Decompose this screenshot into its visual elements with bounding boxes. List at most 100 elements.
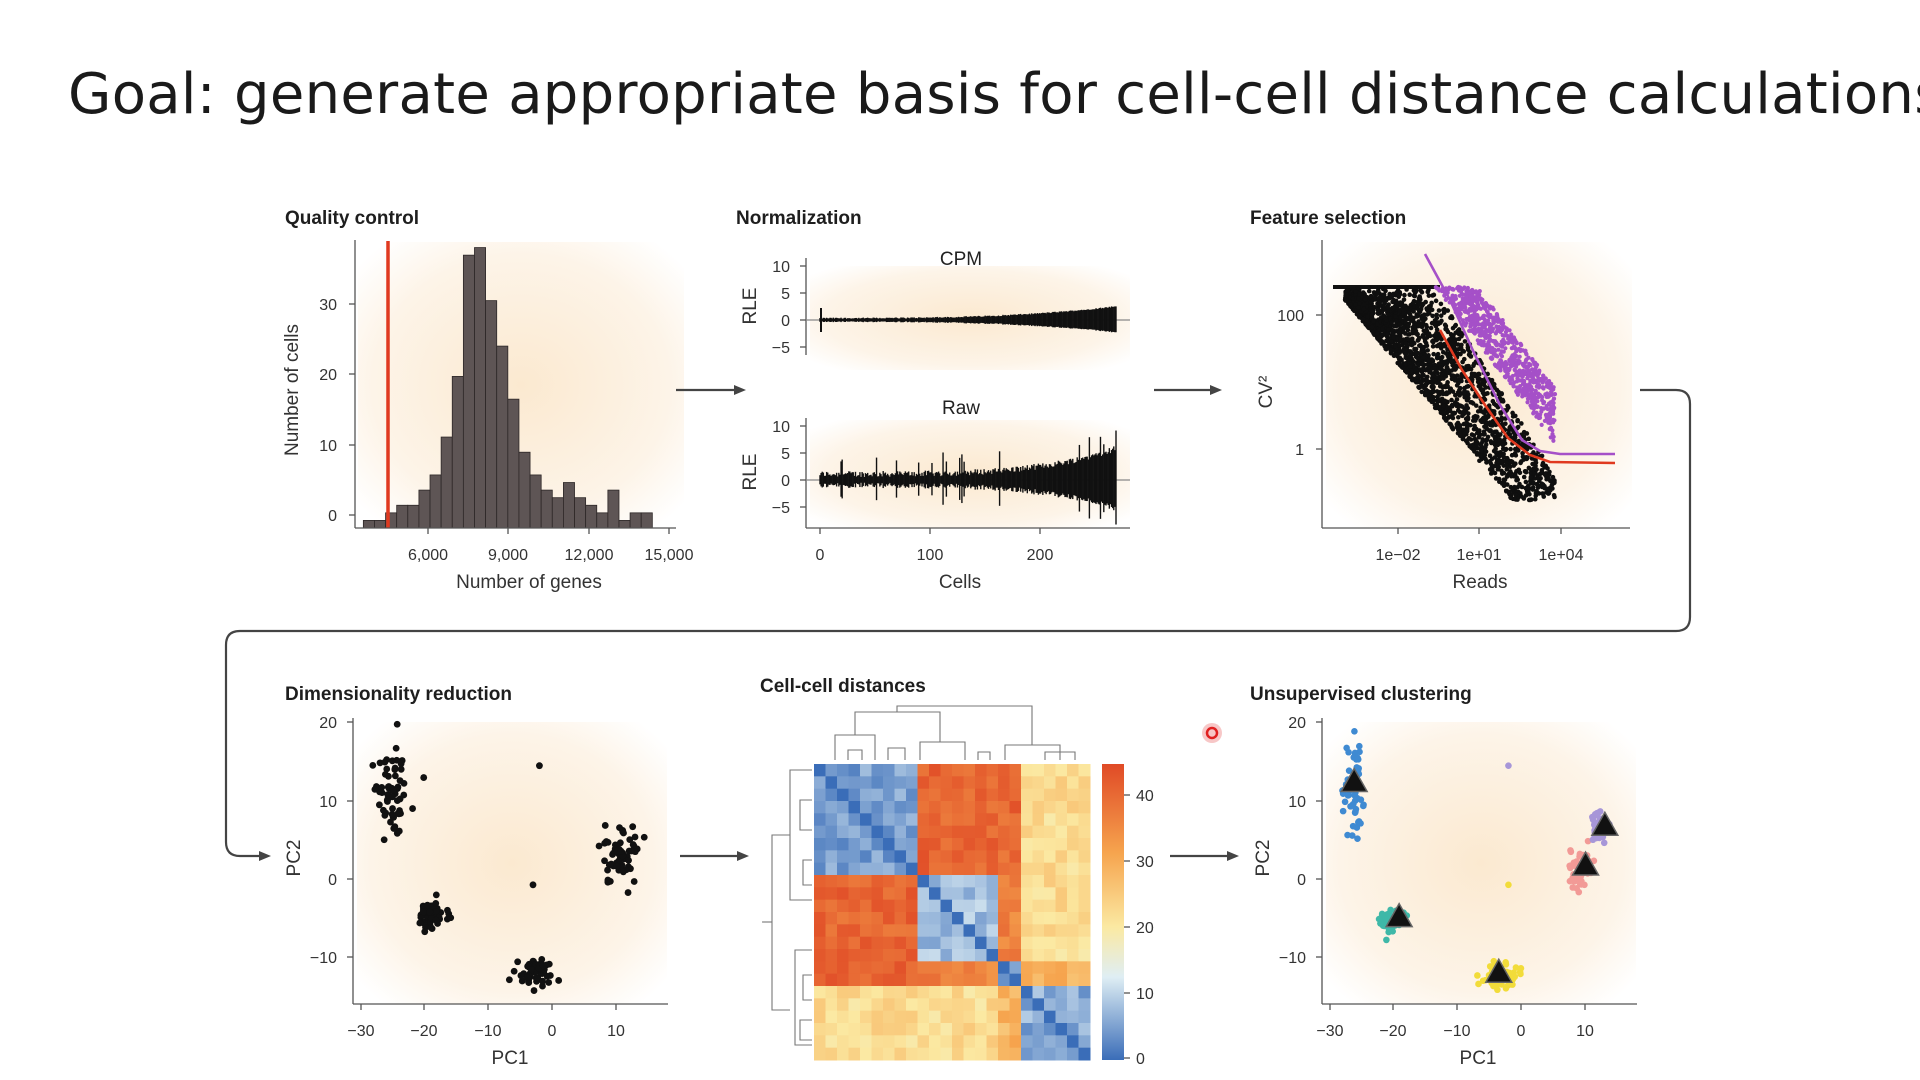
- heatmap-cell: [940, 899, 953, 913]
- fs-point: [1510, 410, 1515, 416]
- heatmap-cell: [860, 949, 872, 962]
- fs-point: [1498, 459, 1504, 464]
- fs-point: [1455, 422, 1461, 428]
- fs-point: [1418, 288, 1423, 293]
- heatmap-cell: [998, 862, 1010, 876]
- fs-point: [1389, 339, 1394, 344]
- heatmap-cell: [825, 850, 838, 864]
- heatmap-cell: [952, 764, 964, 777]
- heatmap-cell: [906, 912, 918, 925]
- fs-point: [1439, 372, 1445, 377]
- heatmap-cell: [906, 949, 918, 962]
- norm-xtick-label: 200: [1027, 547, 1054, 564]
- fs-highlight-point: [1481, 302, 1486, 307]
- fs-point: [1386, 326, 1391, 332]
- heatmap-cell: [883, 899, 895, 913]
- uc-x-label: PC1: [1460, 1048, 1497, 1069]
- fs-highlight-point: [1512, 367, 1517, 372]
- heatmap-cell: [1044, 764, 1056, 777]
- fs-highlight-point: [1547, 418, 1552, 423]
- heatmap-cell: [825, 912, 838, 925]
- fs-highlight-point: [1470, 297, 1475, 302]
- fs-point: [1543, 473, 1549, 478]
- fs-point: [1429, 399, 1435, 404]
- heatmap-cell: [814, 899, 826, 913]
- fs-point: [1427, 369, 1432, 375]
- heatmap-cell: [1009, 1023, 1022, 1036]
- heatmap-cell: [837, 1010, 849, 1024]
- heatmap-cell: [1032, 788, 1045, 802]
- fs-highlight-point: [1545, 406, 1550, 412]
- fs-highlight-point: [1539, 398, 1545, 403]
- heatmap-cell: [894, 973, 907, 987]
- dr-point: [378, 783, 386, 791]
- fs-point: [1345, 287, 1351, 293]
- fs-point: [1430, 344, 1436, 349]
- heatmap-cell: [1032, 936, 1045, 950]
- heatmap-cell: [917, 998, 930, 1012]
- heatmap-cell: [1032, 825, 1045, 839]
- fs-highlight-point: [1484, 333, 1489, 339]
- heatmap-cell: [1055, 924, 1068, 938]
- fs-point: [1452, 323, 1458, 329]
- fs-point: [1423, 328, 1429, 333]
- fs-point: [1356, 313, 1362, 319]
- heatmap-cell: [917, 801, 930, 814]
- dr-point: [383, 765, 391, 773]
- fs-point: [1375, 287, 1381, 293]
- heatmap-cell: [917, 875, 930, 888]
- heatmap-cell: [1078, 850, 1091, 864]
- dr-point: [514, 958, 522, 966]
- heatmap-cell: [848, 998, 861, 1012]
- heatmap-cell: [917, 788, 930, 802]
- fs-point: [1474, 416, 1479, 421]
- fs-point: [1365, 314, 1370, 320]
- heatmap-cell: [1009, 801, 1022, 814]
- fs-point: [1496, 476, 1502, 482]
- fs-highlight-point: [1534, 404, 1539, 410]
- heatmap-cell: [1078, 936, 1091, 950]
- heatmap-cell: [871, 801, 884, 814]
- fs-highlight-point: [1502, 333, 1507, 338]
- fs-highlight-point: [1503, 363, 1508, 368]
- heatmap-cell: [917, 1047, 930, 1061]
- dr-point: [385, 772, 392, 780]
- fs-panel: Feature selection 100 1 1e−02 1e+01 1e+0…: [1250, 208, 1632, 593]
- fs-point: [1420, 367, 1426, 372]
- fs-highlight-point: [1526, 392, 1531, 397]
- heatmap-cell: [1009, 973, 1022, 987]
- heatmap-cell: [860, 973, 872, 987]
- fs-point: [1489, 377, 1495, 383]
- fs-point: [1449, 315, 1455, 321]
- fs-point: [1485, 391, 1490, 396]
- qc-histogram-bar: [462, 254, 475, 529]
- fs-point: [1463, 421, 1468, 427]
- heatmap-cell: [929, 825, 941, 839]
- heatmap-cell: [860, 1010, 872, 1024]
- fs-point: [1398, 337, 1404, 342]
- qc-histogram-bar: [429, 474, 442, 529]
- dr-point: [369, 761, 377, 769]
- uc-point: [1516, 968, 1524, 976]
- heatmap-cell: [975, 764, 987, 777]
- qc-histogram-bar: [418, 489, 431, 529]
- fs-highlight-point: [1481, 313, 1487, 318]
- heatmap-cell: [894, 1023, 907, 1036]
- fs-point: [1437, 355, 1443, 361]
- dr-point: [393, 720, 401, 728]
- heatmap-cell: [998, 949, 1010, 962]
- fs-point: [1504, 463, 1509, 468]
- uc-centroid-marker: [1339, 767, 1369, 793]
- heatmap-cell: [1032, 862, 1045, 876]
- fs-point: [1475, 379, 1481, 385]
- heatmap-cell: [917, 887, 930, 901]
- fs-point: [1424, 390, 1429, 396]
- qc-x-ticks: 6,000 9,000 12,000 15,000: [408, 528, 694, 564]
- heatmap-cell: [894, 986, 907, 999]
- fs-highlight-point: [1530, 387, 1535, 392]
- heatmap-cell: [860, 764, 872, 777]
- fs-point: [1476, 435, 1482, 440]
- heatmap-cell: [1078, 1010, 1091, 1024]
- heatmap-cell: [883, 850, 895, 864]
- heatmap-cell: [814, 961, 826, 975]
